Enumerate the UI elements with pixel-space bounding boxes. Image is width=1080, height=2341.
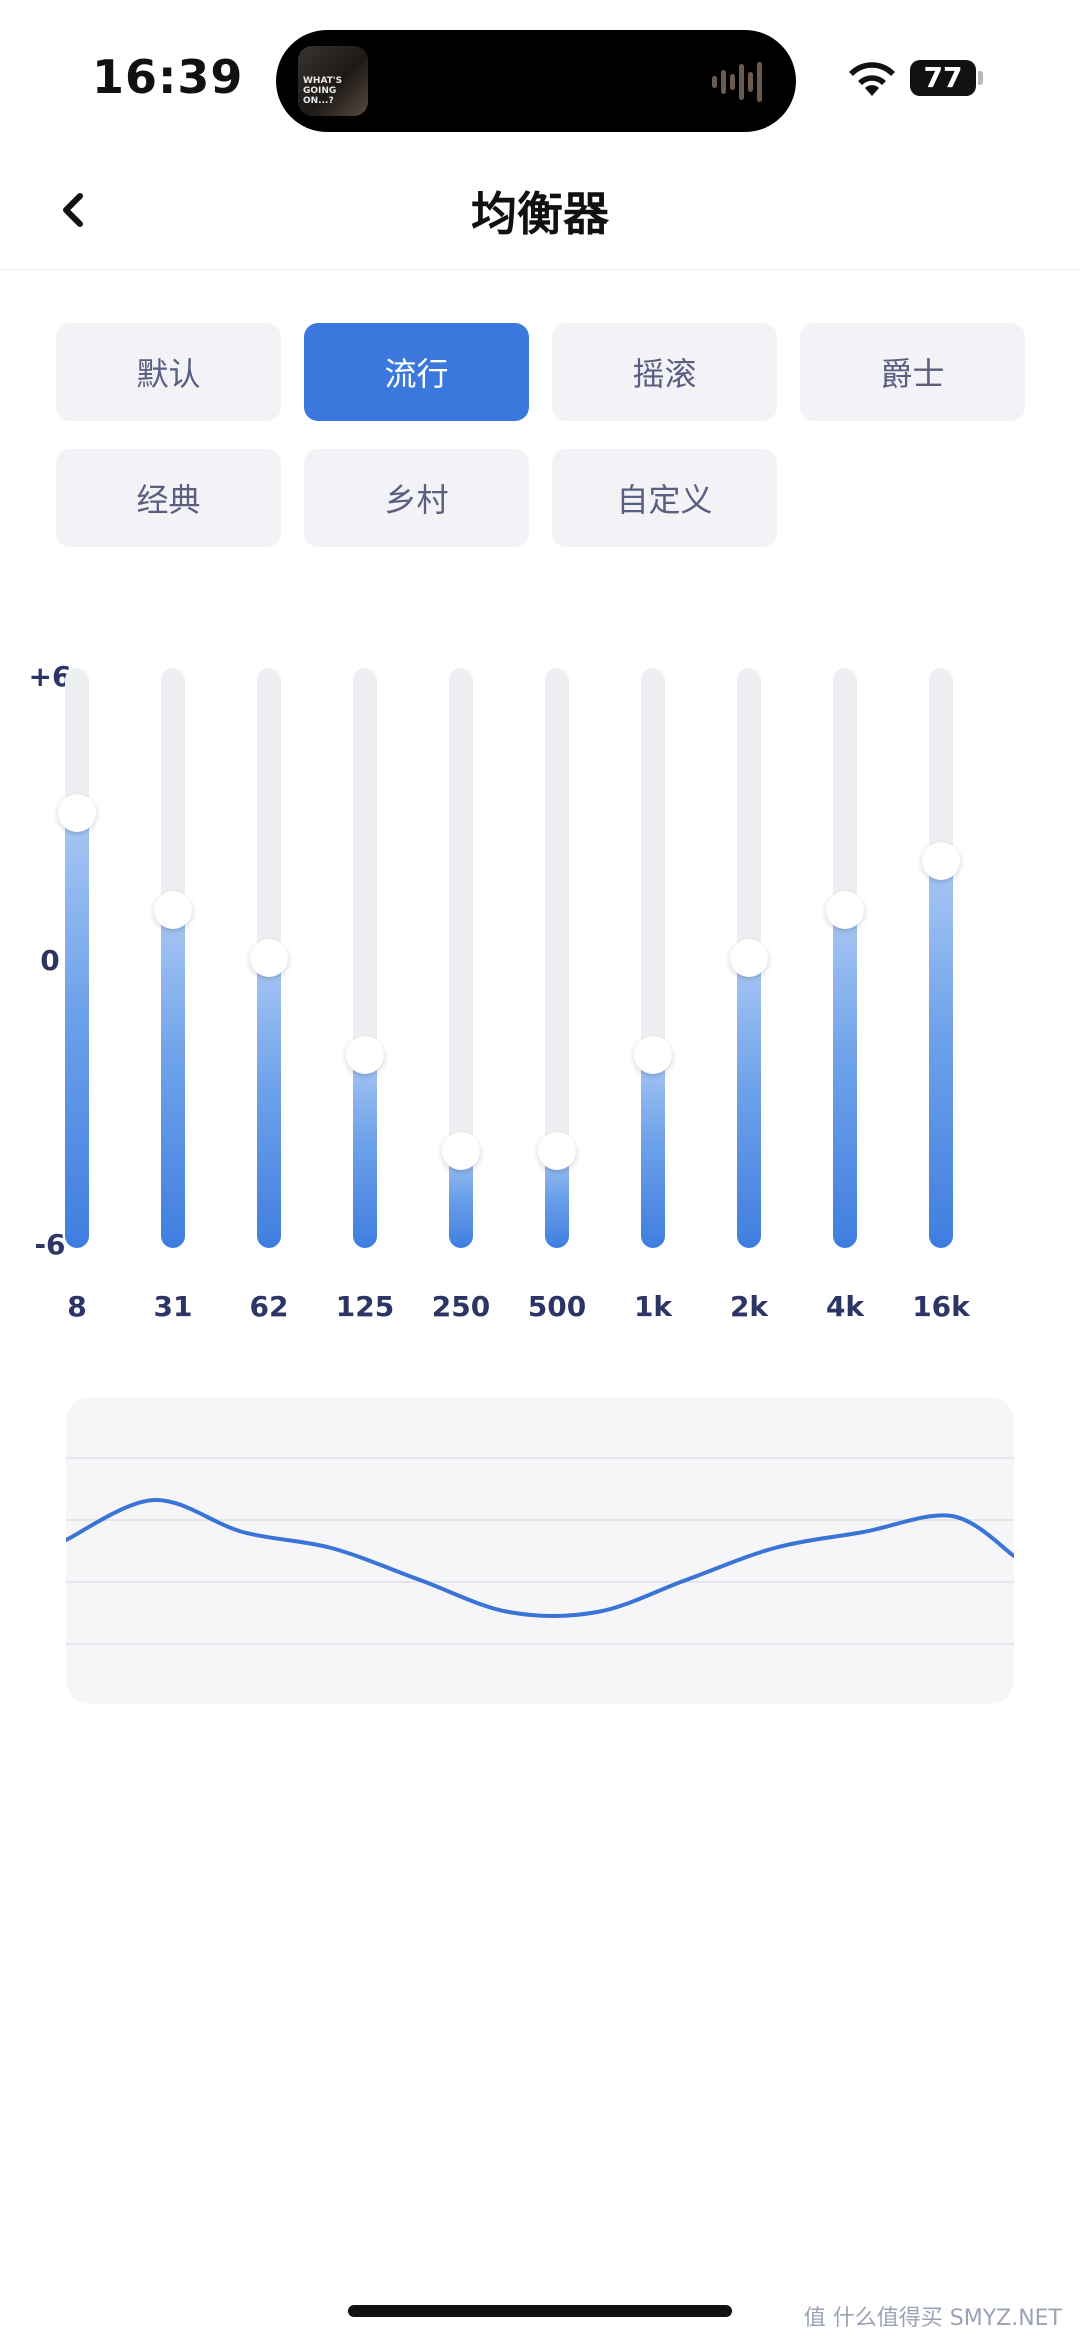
artwork-text: WHAT'S GOING ON...? — [303, 76, 343, 106]
eq-band-slider[interactable]: 1k — [623, 660, 683, 1323]
eq-curve-card — [66, 1398, 1014, 1704]
audio-waveform-icon — [712, 62, 762, 102]
page-title: 均衡器 — [471, 187, 609, 241]
slider-knob[interactable] — [730, 939, 768, 977]
eq-band-slider[interactable]: 31 — [143, 660, 203, 1323]
preset-button[interactable]: 乡村 — [304, 449, 529, 547]
slider-fill — [737, 958, 761, 1248]
slider-knob[interactable] — [634, 1035, 672, 1074]
slider-fill — [929, 861, 953, 1248]
slider-track[interactable] — [353, 668, 377, 1248]
equalizer-sliders: +6 0 -6 8 31 62 125 250 500 1k 2k 4k 16k — [0, 660, 1080, 1340]
band-frequency-label: 31 — [153, 1290, 193, 1323]
eq-band-slider[interactable]: 2k — [719, 660, 779, 1323]
preset-grid: 默认 流行 摇滚 爵士经典 乡村 自定义 — [56, 323, 1026, 547]
band-frequency-label: 16k — [912, 1290, 970, 1323]
slider-fill — [161, 909, 185, 1248]
band-frequency-label: 62 — [249, 1290, 289, 1323]
slider-knob[interactable] — [442, 1132, 480, 1171]
slider-fill — [65, 813, 89, 1248]
slider-knob[interactable] — [538, 1132, 576, 1171]
band-frequency-label: 4k — [825, 1290, 865, 1323]
slider-knob[interactable] — [250, 939, 288, 977]
slider-knob[interactable] — [922, 842, 960, 881]
preset-button[interactable]: 流行 — [304, 323, 529, 421]
preset-button[interactable]: 默认 — [56, 323, 281, 421]
slider-track[interactable] — [65, 668, 89, 1248]
nav-bar: 均衡器 — [0, 150, 1080, 270]
scale-max-label: +6 — [28, 660, 72, 693]
eq-band-slider[interactable]: 500 — [527, 660, 587, 1323]
preset-button[interactable]: 摇滚 — [552, 323, 777, 421]
band-frequency-label: 2k — [729, 1290, 769, 1323]
slider-track[interactable] — [833, 668, 857, 1248]
slider-fill — [641, 1054, 665, 1248]
eq-band-slider[interactable]: 250 — [431, 660, 491, 1323]
preset-button[interactable]: 爵士 — [800, 323, 1025, 421]
watermark: 值 什么值得买 SMYZ.NET — [803, 2306, 1062, 2331]
now-playing-artwork[interactable]: WHAT'S GOING ON...? — [298, 46, 368, 116]
preset-button[interactable]: 经典 — [56, 449, 281, 547]
slider-track[interactable] — [161, 668, 185, 1248]
slider-track[interactable] — [641, 668, 665, 1248]
eq-band-slider[interactable]: 125 — [335, 660, 395, 1323]
band-frequency-label: 8 — [67, 1290, 87, 1323]
eq-band-slider[interactable]: 62 — [239, 660, 299, 1323]
slider-knob[interactable] — [346, 1035, 384, 1074]
band-frequency-label: 125 — [335, 1290, 395, 1323]
eq-band-slider[interactable]: 8 — [47, 660, 107, 1323]
home-indicator[interactable] — [348, 2305, 732, 2317]
preset-button[interactable]: 自定义 — [552, 449, 777, 547]
scale-mid-label: 0 — [40, 944, 60, 977]
eq-band-slider[interactable]: 16k — [911, 660, 971, 1323]
battery-tip — [978, 71, 983, 85]
chevron-left-icon[interactable] — [44, 178, 104, 242]
dynamic-island[interactable]: WHAT'S GOING ON...? — [276, 30, 796, 132]
band-frequency-label: 500 — [527, 1290, 587, 1323]
slider-fill — [353, 1054, 377, 1248]
eq-curve-line — [66, 1497, 1014, 1618]
slider-track[interactable] — [929, 668, 953, 1248]
status-bar: 16:39 WHAT'S GOING ON...? 77 — [0, 0, 1080, 150]
battery-icon: 77 — [910, 60, 976, 96]
slider-knob[interactable] — [826, 890, 864, 929]
band-frequency-label: 250 — [431, 1290, 491, 1323]
band-frequency-label: 1k — [633, 1290, 673, 1323]
slider-fill — [257, 958, 281, 1248]
eq-band-slider[interactable]: 4k — [815, 660, 875, 1323]
wifi-icon — [849, 62, 895, 96]
status-time: 16:39 — [92, 50, 244, 104]
scale-min-label: -6 — [34, 1228, 66, 1261]
slider-fill — [833, 909, 857, 1248]
eq-curve-chart — [66, 1457, 1014, 1645]
slider-knob[interactable] — [58, 794, 96, 832]
slider-knob[interactable] — [154, 890, 192, 929]
